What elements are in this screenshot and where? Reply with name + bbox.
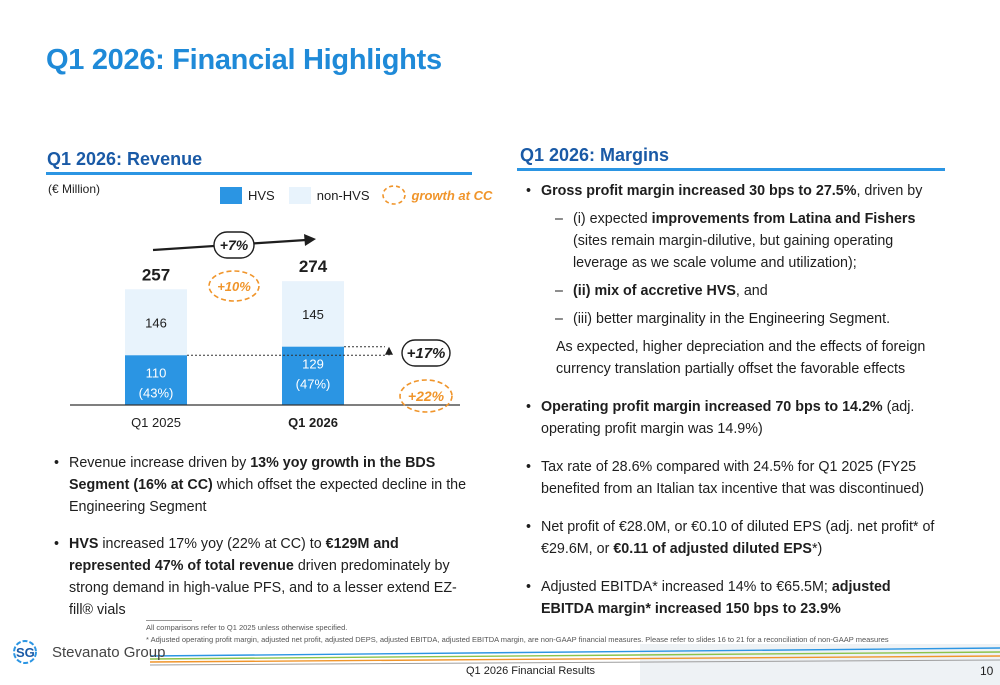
category-label: Q1 2026 — [288, 415, 338, 430]
bullet-text-part: , driven by — [856, 183, 923, 199]
margins-section-title: Q1 2026: Margins — [520, 145, 670, 165]
legend-label-growth: growth at CC — [411, 187, 493, 203]
bullet-text-part: (adj. operating profit margin was 14.9%) — [541, 399, 915, 437]
margins-sub-bullet-3: (iii) better marginality in the Engineer… — [541, 308, 944, 330]
hvs-growth-cc-ellipse — [399, 379, 453, 413]
bar-hvs-share: (47%) — [296, 377, 331, 392]
legend-label-hvs: HVS — [248, 187, 275, 203]
total-growth-arrowhead — [304, 234, 316, 246]
margins-bullet-1: Gross profit margin increased 30 bps to … — [524, 180, 944, 380]
footnote-rule — [146, 620, 192, 621]
revenue-bullet-1: Revenue increase driven by 13% yoy growt… — [52, 452, 472, 518]
stevanato-logo-icon: SG — [13, 640, 37, 664]
company-logo: SG Stevanato Group — [12, 637, 165, 667]
bullet-text-part: improvements from Latina and Fishers — [651, 211, 916, 227]
total-growth-label: +7% — [220, 237, 249, 253]
revenue-section-rule — [46, 172, 472, 175]
footnote-2: * Adjusted operating profit margin, adju… — [146, 635, 889, 644]
revenue-chart: 110 (43%) 146 257 Q1 2025 129 (47%) 145 274 Q1 20… — [70, 231, 460, 430]
margins-bullet-3: Tax rate of 28.6% compared with 24.5% fo… — [524, 456, 944, 500]
revenue-bullet-2: HVS increased 17% yoy (22% at CC) to €12… — [52, 533, 472, 621]
logo-text: Stevanato Group — [52, 643, 166, 661]
revenue-bullet-text: HVS increased 17% yoy (22% at CC) to €12… — [69, 533, 472, 621]
margins-section-rule — [517, 168, 945, 171]
bullet-text-part: driven predominately by strong demand in… — [69, 558, 457, 618]
bullet-text-part: *) — [811, 541, 823, 557]
bullet-text-part: HVS — [69, 536, 99, 552]
bullet-text-part: Gross profit margin increased 30 bps to … — [541, 183, 857, 199]
bullet-text-part: Adjusted EBITDA* increased 14% to €65.5M… — [541, 579, 832, 595]
legend-label-non-hvs: non-HVS — [316, 187, 370, 203]
hvs-growth-badge — [401, 339, 451, 367]
hvs-growth-cc-label: +22% — [408, 388, 445, 404]
page-title: Q1 2026: Financial Highlights — [46, 44, 442, 76]
margins-sub-bullet-1: (i) expected improvements from Latina an… — [541, 208, 944, 274]
bullet-text-part: 13% yoy growth in the BDS Segment (16% a… — [69, 455, 436, 493]
margins-bullet-4: Net profit of €28.0M, or €0.10 of dilute… — [524, 516, 944, 560]
bullet-text-part: Operating profit margin increased 70 bps… — [541, 399, 883, 415]
page-number: 10 — [980, 664, 994, 678]
bar-hvs — [282, 346, 344, 405]
revenue-bullet-text: Revenue increase driven by 13% yoy growt… — [69, 452, 472, 518]
bar-non-hvs-value: 146 — [145, 315, 167, 330]
bullet-text-part: Tax rate of 28.6% compared with 24.5% fo… — [541, 459, 925, 497]
bar-total-value: 257 — [142, 265, 170, 284]
bullet-text-part: (i) expected — [573, 211, 652, 227]
footer-title: Q1 2026 Financial Results — [466, 665, 596, 677]
legend-swatch-non-hvs — [288, 186, 311, 204]
logo-mark-text: SG — [16, 645, 35, 660]
margins-bullet-text: Operating profit margin increased 70 bps… — [541, 396, 944, 440]
bullet-text-part: Revenue increase driven by — [69, 455, 251, 471]
footer-decoration — [149, 644, 1000, 685]
bar-hvs-value: 110 — [146, 365, 167, 380]
category-label: Q1 2025 — [131, 415, 181, 430]
unit-label: (€ Million) — [48, 182, 101, 196]
chart-legend: HVS non-HVS growth at CC — [220, 184, 492, 206]
margins-bullet-5: Adjusted EBITDA* increased 14% to €65.5M… — [524, 576, 944, 620]
bar-non-hvs-value: 145 — [302, 307, 324, 322]
legend-growth-ellipse-icon — [382, 185, 407, 205]
total-growth-badge — [213, 231, 255, 259]
margins-bullet-text: Adjusted EBITDA* increased 14% to €65.5M… — [541, 576, 944, 620]
bullet-text-part: adjusted EBITDA margin* increased 150 bp… — [541, 579, 891, 617]
bar-hvs — [125, 355, 187, 405]
hvs-growth-label: +17% — [407, 345, 446, 362]
bullet-text-part: (iii) better marginality in the Engineer… — [573, 311, 891, 327]
bullet-text-part: which offset the expected decline in the… — [69, 477, 467, 515]
bullet-text-part: €0.11 of adjusted diluted EPS — [613, 541, 812, 557]
revenue-bullets: Revenue increase driven by 13% yoy growt… — [52, 452, 472, 636]
bullet-text-part: (sites remain margin-dilutive, but gaini… — [573, 233, 894, 271]
margins-bullet-text: Gross profit margin increased 30 bps to … — [541, 180, 944, 202]
margins-bullet-text: Net profit of €28.0M, or €0.10 of dilute… — [541, 516, 944, 560]
hvs-growth-arrowhead — [385, 346, 393, 355]
margins-bullet-text: Tax rate of 28.6% compared with 24.5% fo… — [541, 456, 944, 500]
legend-swatch-hvs — [220, 186, 242, 204]
margins-sub-bullet-2: (ii) mix of accretive HVS, and — [541, 280, 944, 302]
footnote-1: All comparisons refer to Q1 2025 unless … — [146, 623, 348, 632]
total-growth-cc-label: +10% — [217, 279, 251, 294]
bar-hvs-share: (43%) — [139, 385, 174, 400]
bar-total-value: 274 — [299, 257, 328, 276]
bullet-text-part: Net profit of €28.0M, or €0.10 of dilute… — [541, 519, 935, 557]
margins-sub-bullets: (i) expected improvements from Latina an… — [541, 208, 944, 330]
bar-non-hvs — [125, 289, 187, 356]
bullet-text-part: increased 17% yoy (22% at CC) to — [98, 536, 326, 552]
bullet-text-part: , and — [735, 283, 768, 299]
revenue-section-title: Q1 2026: Revenue — [47, 149, 203, 169]
margins-bullets: Gross profit margin increased 30 bps to … — [524, 180, 944, 636]
margins-bullet-2: Operating profit margin increased 70 bps… — [524, 396, 944, 440]
bar-hvs-value: 129 — [302, 357, 324, 372]
bullet-text-part: €129M and represented 47% of total reven… — [69, 536, 399, 574]
bullet-text-part: (ii) mix of accretive HVS — [573, 283, 736, 299]
margins-bullet-note: As expected, higher depreciation and the… — [556, 339, 926, 377]
bar-non-hvs — [282, 281, 344, 347]
total-growth-cc-ellipse — [208, 270, 260, 302]
